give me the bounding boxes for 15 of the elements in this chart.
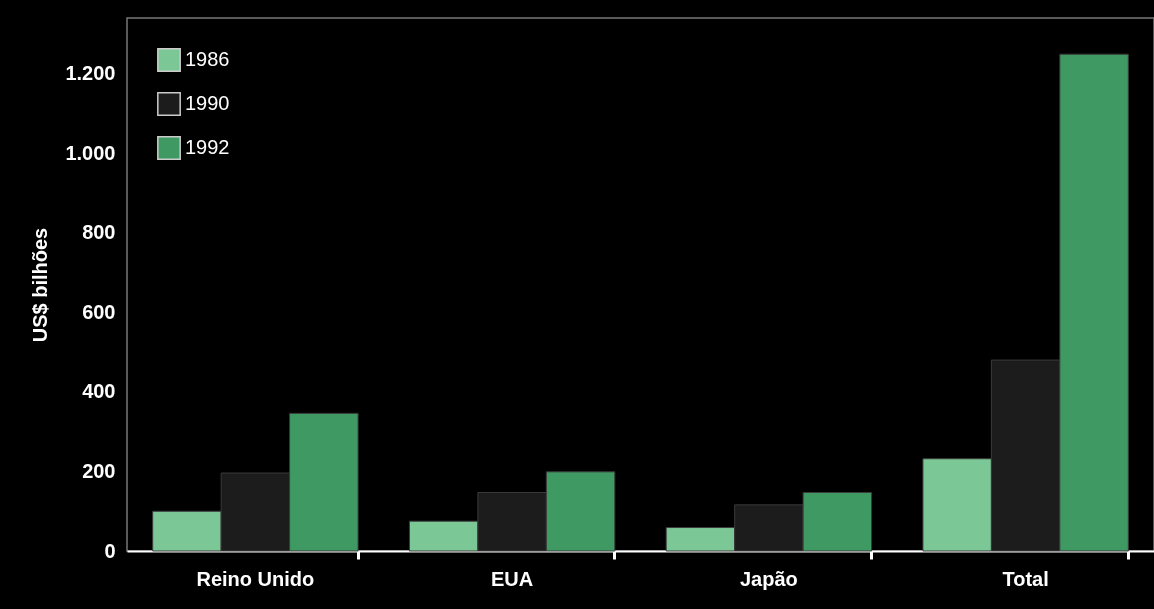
y-tick-label: 800 — [82, 221, 116, 244]
legend-label: 1990 — [185, 92, 230, 114]
legend-label: 1986 — [185, 48, 230, 70]
y-tick-label: 1.200 — [65, 62, 116, 85]
y-tick-label: 200 — [82, 459, 116, 482]
y-tick-label: 400 — [82, 380, 116, 403]
x-tick-label: Total — [1002, 567, 1049, 590]
x-tick-label: Reino Unido — [196, 567, 315, 590]
y-tick-label: 600 — [82, 300, 116, 323]
y-axis-title: US$ bilhões — [29, 227, 52, 343]
y-tick-label: 0 — [104, 539, 116, 562]
x-tick-label: Japão — [739, 567, 798, 590]
legend-label: 1992 — [185, 136, 230, 158]
x-tick-label: EUA — [491, 567, 534, 590]
y-tick-label: 1.000 — [65, 141, 116, 164]
